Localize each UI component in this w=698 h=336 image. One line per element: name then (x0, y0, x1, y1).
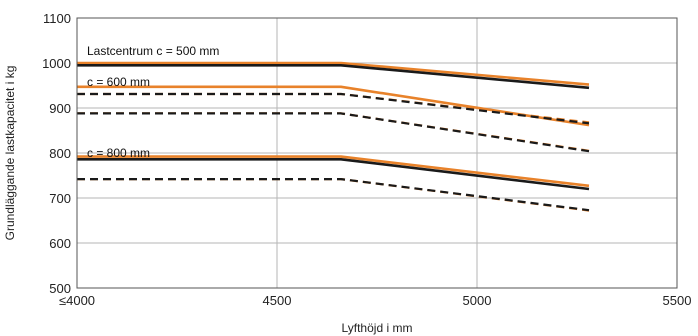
plot-frame (76, 17, 678, 289)
series-line-solid (77, 64, 590, 90)
series-lines (77, 61, 590, 212)
y-tick-label: 1100 (43, 11, 71, 26)
x-axis-label: Lyfthöjd i mm (342, 321, 413, 335)
y-tick-label: 900 (49, 101, 71, 116)
annotation-label: c = 800 mm (87, 146, 150, 160)
y-axis-label: Grundläggande lastkapacitet i kg (3, 66, 17, 241)
y-tick-label: 700 (49, 191, 71, 206)
y-tick-label: 1000 (42, 56, 71, 71)
series-line-solid (77, 61, 590, 86)
annotations: Lastcentrum c = 500 mm c = 600 mm c = 800 … (87, 44, 219, 160)
annotation-label: c = 600 mm (87, 75, 150, 89)
series-line-dashed (77, 112, 590, 152)
series-line-solid (77, 85, 590, 127)
y-tick-label: 500 (49, 281, 71, 296)
series-line-dashed (77, 178, 590, 212)
series-line-dashed (77, 112, 590, 153)
y-axis-ticks: 500 600 700 800 900 1000 1100 (42, 11, 71, 296)
grid (76, 17, 678, 289)
x-tick-label: ≤4000 (59, 293, 95, 308)
series-line-solid (77, 158, 590, 191)
series-line-solid (77, 155, 590, 188)
series-line-dashed (77, 92, 590, 125)
annotation-label: Lastcentrum c = 500 mm (87, 44, 219, 58)
x-tick-label: 5500 (663, 293, 692, 308)
x-axis-ticks: ≤4000 4500 5000 5500 (59, 293, 691, 308)
series-line-dashed (77, 178, 590, 212)
x-tick-label: 4500 (263, 293, 292, 308)
x-tick-label: 5000 (463, 293, 492, 308)
y-tick-label: 800 (49, 146, 71, 161)
y-tick-label: 600 (49, 236, 71, 251)
